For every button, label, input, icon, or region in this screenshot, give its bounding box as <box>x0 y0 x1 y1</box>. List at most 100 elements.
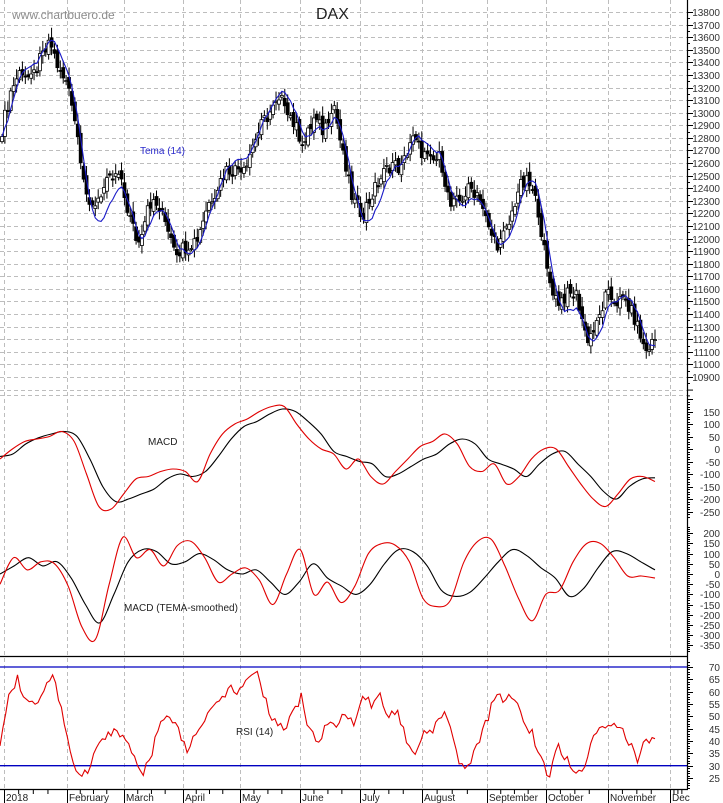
candle-down <box>291 112 296 127</box>
price-tick-label: 12600 <box>692 159 720 170</box>
candle-up <box>653 339 657 341</box>
candle-down <box>548 271 552 284</box>
price-tick-label: 13600 <box>692 33 720 44</box>
macd-line <box>0 408 656 503</box>
x-axis-month-label: October <box>548 793 584 803</box>
candle-up <box>422 151 427 159</box>
x-axis-month-label: Dec <box>672 793 690 803</box>
candle-down <box>376 185 380 188</box>
macd-tick-label: -50 <box>706 458 721 469</box>
candle-up <box>93 205 98 209</box>
x-axis-month-label: April <box>185 793 205 803</box>
price-tick-label: 12400 <box>692 184 720 195</box>
candle-down <box>131 211 136 224</box>
candle-up <box>279 95 284 98</box>
tema-line <box>1 39 656 347</box>
candle-up <box>460 200 465 203</box>
candle-up <box>574 290 579 295</box>
price-tick-label: 13300 <box>692 71 720 82</box>
macd-signal-line <box>0 404 656 512</box>
x-axis-month-label: March <box>126 793 154 803</box>
candle-up <box>466 183 471 199</box>
price-tick-label: 12800 <box>692 134 720 145</box>
price-tick-label: 13000 <box>692 109 720 120</box>
candle-up <box>3 109 7 137</box>
candle-up <box>242 167 246 174</box>
x-axis-month-label: 2018 <box>6 793 29 803</box>
price-tick-label: 12100 <box>692 222 720 233</box>
macd-tema-tick-label: -250 <box>700 621 720 632</box>
candle-up <box>373 182 378 197</box>
candle-down <box>335 109 340 124</box>
candle-down <box>527 171 532 187</box>
candle-up <box>11 85 16 92</box>
rsi-tick-label: 60 <box>709 688 721 699</box>
candle-down <box>551 278 555 296</box>
price-tick-label: 12500 <box>692 172 720 183</box>
macd-tick-label: -250 <box>700 508 720 519</box>
price-tick-label: 12700 <box>692 146 720 157</box>
macd-tick-label: 100 <box>703 420 720 431</box>
candle-down <box>265 117 270 123</box>
price-tick-label: 12300 <box>692 197 720 208</box>
price-tick-label: 11900 <box>693 247 721 258</box>
macd-tema-tick-label: 50 <box>709 560 721 571</box>
candle-down <box>641 338 646 345</box>
macd-tema-tick-label: -150 <box>700 601 720 612</box>
candle-down <box>568 283 573 294</box>
rsi-panel <box>0 666 687 778</box>
x-axis-month-label: July <box>362 793 380 803</box>
macd-tema-tick-label: -300 <box>700 631 720 642</box>
candle-down <box>300 144 305 147</box>
macd-tick-label: -200 <box>700 495 720 506</box>
price-tick-label: 11800 <box>693 260 721 271</box>
candle-down <box>49 37 54 48</box>
tema-legend-label: Tema (14) <box>140 146 186 157</box>
rsi-tick-label: 70 <box>709 663 721 674</box>
x-axis-month-label: May <box>242 793 261 803</box>
candle-up <box>209 201 214 204</box>
candle-up <box>37 53 42 72</box>
x-axis-month-label: November <box>610 793 657 803</box>
candle-down <box>55 50 60 69</box>
rsi-tick-label: 35 <box>709 749 721 760</box>
candle-up <box>312 117 316 133</box>
price-tick-label: 13800 <box>692 8 720 19</box>
macd-tema-tick-label: 0 <box>714 570 720 581</box>
candle-up <box>323 122 328 139</box>
candle-up <box>140 234 144 246</box>
candle-up <box>594 320 599 336</box>
macd-panel-label: MACD <box>148 437 178 448</box>
price-tick-label: 12000 <box>692 235 720 246</box>
candle-down <box>457 194 462 202</box>
candle-down <box>489 228 494 236</box>
candle-up <box>618 296 622 309</box>
macd-tema-tick-label: -100 <box>700 590 720 601</box>
candle-down <box>35 71 39 74</box>
price-tick-label: 13700 <box>692 21 720 32</box>
candle-up <box>0 136 4 143</box>
candle-down <box>183 240 188 254</box>
macd-tick-label: 150 <box>703 408 720 419</box>
price-tick-label: 13200 <box>692 84 720 95</box>
candle-down <box>419 140 424 159</box>
candle-up <box>29 73 34 79</box>
candle-down <box>431 155 436 161</box>
candle-down <box>446 185 450 193</box>
candle-up <box>501 230 506 243</box>
rsi-line <box>0 670 656 778</box>
macd-tick-label: 0 <box>714 445 720 456</box>
candle-up <box>352 198 357 204</box>
candle-up <box>207 202 211 211</box>
candle-down <box>61 67 66 79</box>
price-tick-label: 11500 <box>693 297 721 308</box>
candle-down <box>626 298 631 312</box>
candle-down <box>533 185 538 196</box>
candle-down <box>154 196 159 206</box>
macd-tema-tick-label: 150 <box>703 539 720 550</box>
candle-down <box>536 198 541 218</box>
candle-down <box>425 150 430 155</box>
rsi-tick-label: 40 <box>709 737 721 748</box>
candle-up <box>463 195 468 201</box>
candle-up <box>399 164 404 176</box>
